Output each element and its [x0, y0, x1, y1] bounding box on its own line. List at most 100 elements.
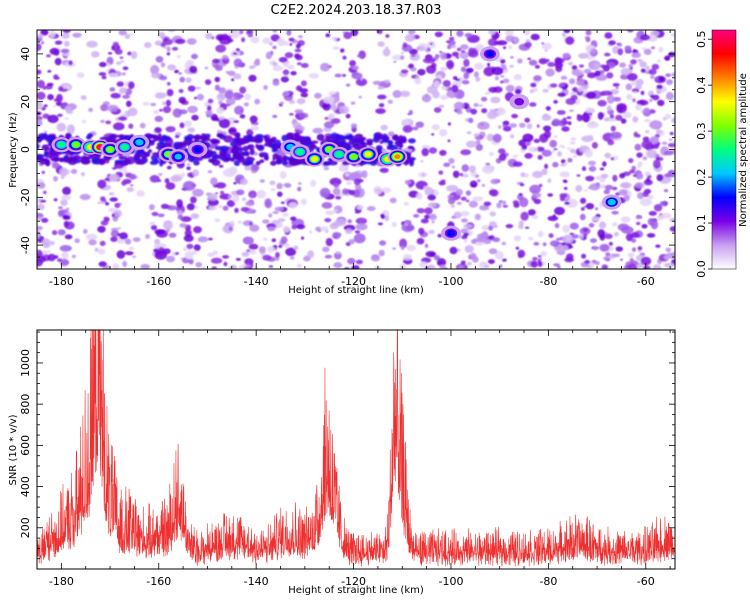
spectrogram-cell	[545, 59, 550, 62]
spectrogram-cell	[283, 60, 289, 68]
spectrogram-cell	[513, 36, 520, 44]
spectrogram-cell	[162, 38, 174, 46]
spectrogram-cell	[635, 215, 642, 220]
spectrogram-cell	[373, 186, 383, 195]
spectrogram-cell	[495, 251, 504, 260]
spectrogram-cell	[104, 177, 110, 181]
spectrogram-cell	[569, 232, 574, 236]
spectrogram-cell	[666, 247, 672, 253]
spectrogram-cell	[243, 102, 249, 107]
spectrogram-cell	[557, 92, 566, 97]
spectrogram-cell	[446, 184, 459, 192]
spectrogram-cell	[361, 170, 368, 179]
spectrogram-cell	[132, 237, 141, 243]
spectrogram-cell	[483, 238, 492, 245]
spectrogram-cell	[342, 55, 347, 60]
spectrogram-cell	[126, 187, 134, 192]
spectrogram-cell	[437, 233, 442, 238]
spectrogram-band-cell	[398, 138, 404, 144]
spectrogram-cell	[460, 44, 469, 50]
spectrogram-cell	[71, 254, 76, 259]
spectrogram-cell	[106, 62, 111, 67]
spectrogram-cell	[351, 72, 363, 80]
spectrogram-cell	[565, 36, 575, 45]
spectrogram-cell	[569, 109, 574, 113]
spectrogram-cell	[428, 147, 437, 154]
spectrogram-cell	[642, 156, 648, 161]
spectrogram-band-cell	[109, 133, 118, 139]
spectrogram-cell	[186, 243, 194, 250]
spectrogram-cell	[649, 98, 653, 102]
spectrogram-cell	[346, 181, 352, 185]
spectrogram-x-tick-label: -140	[244, 275, 269, 288]
spectrogram-cell	[339, 48, 345, 53]
spectrogram-cell	[128, 123, 134, 129]
spectrogram-cell	[417, 68, 426, 76]
spectrogram-cell	[107, 52, 113, 55]
spectrogram-cell	[490, 186, 493, 190]
spectrogram-cell	[515, 246, 520, 250]
spectrogram-cell	[586, 121, 600, 129]
spectrogram-cell	[50, 241, 55, 246]
spectrogram-cell	[113, 122, 125, 131]
spectrogram-cell	[193, 244, 201, 252]
spectrogram-cell	[567, 157, 573, 163]
spectrogram-cell	[125, 238, 132, 245]
spectrogram-cell	[448, 40, 456, 46]
spectrogram-cell	[652, 264, 662, 269]
spectrogram-cell	[544, 163, 549, 169]
spectrogram-cell	[53, 48, 60, 56]
spectrogram-cell	[581, 253, 587, 259]
spectrogram-cell	[126, 100, 132, 108]
spectrogram-band-cell	[149, 134, 158, 139]
spectrogram-cell	[627, 252, 635, 258]
spectrogram-cell	[463, 72, 470, 80]
spectrogram-band-cell	[352, 143, 360, 147]
spectrogram-cell	[127, 51, 132, 56]
spectrogram-cell	[63, 220, 69, 228]
spectrogram-cell	[108, 72, 119, 78]
spectrogram-cell	[192, 188, 204, 197]
spectrogram-cell	[585, 36, 591, 43]
spectrogram-cell	[106, 104, 119, 112]
spectrogram-cell	[498, 148, 506, 154]
spectrogram-cell	[118, 116, 128, 121]
colorbar-ticks: 0.0 0.1 0.2 0.3 0.4 0.5	[695, 30, 712, 278]
spectrogram-cell	[380, 213, 385, 218]
spectrogram-cell	[347, 257, 356, 265]
spectrogram-cell	[597, 112, 604, 120]
spectrogram-band-cell	[309, 145, 318, 150]
spectrogram-cell	[438, 104, 445, 109]
spectrogram-cell	[594, 70, 601, 77]
spectrogram-cell	[322, 96, 335, 104]
spectrogram-cell	[582, 227, 589, 233]
spectrogram-cell	[347, 219, 353, 224]
spectrogram-cell	[599, 243, 610, 252]
spectrogram-cell	[503, 125, 512, 132]
spectrogram-cell	[487, 62, 491, 67]
spectrogram-cell	[629, 169, 635, 174]
spectrogram-cell	[518, 220, 524, 226]
spectrogram-cell	[591, 216, 601, 222]
spectrogram-cell	[246, 263, 251, 268]
spectrogram-cell	[665, 73, 671, 77]
spectrogram-cell	[350, 30, 359, 37]
spectrogram-x-axis: -180 -160 -140 -120 -100 -80 -60	[36, 30, 671, 288]
spectrogram-cell	[671, 72, 675, 77]
spectrogram-cell	[643, 179, 653, 186]
spectrogram-cell	[536, 146, 545, 152]
spectrogram-cell	[521, 145, 528, 150]
spectrogram-cell	[571, 69, 584, 77]
spectrogram-cell	[418, 227, 425, 235]
spectrogram-cell	[599, 167, 605, 171]
snr-y-axis: 200 400 600 800 1000	[19, 331, 675, 570]
spectrogram-cell	[584, 260, 591, 264]
spectrogram-cell	[533, 75, 542, 82]
spectrogram-band-cell	[359, 142, 369, 146]
spectrogram-cell	[443, 162, 451, 167]
spectrogram-cell	[186, 203, 195, 211]
snr-x-label: Height of straight line (km)	[288, 585, 424, 596]
spectrogram-cell	[508, 45, 513, 49]
spectrogram-cell	[502, 120, 510, 126]
spectrogram-cell	[41, 217, 49, 223]
